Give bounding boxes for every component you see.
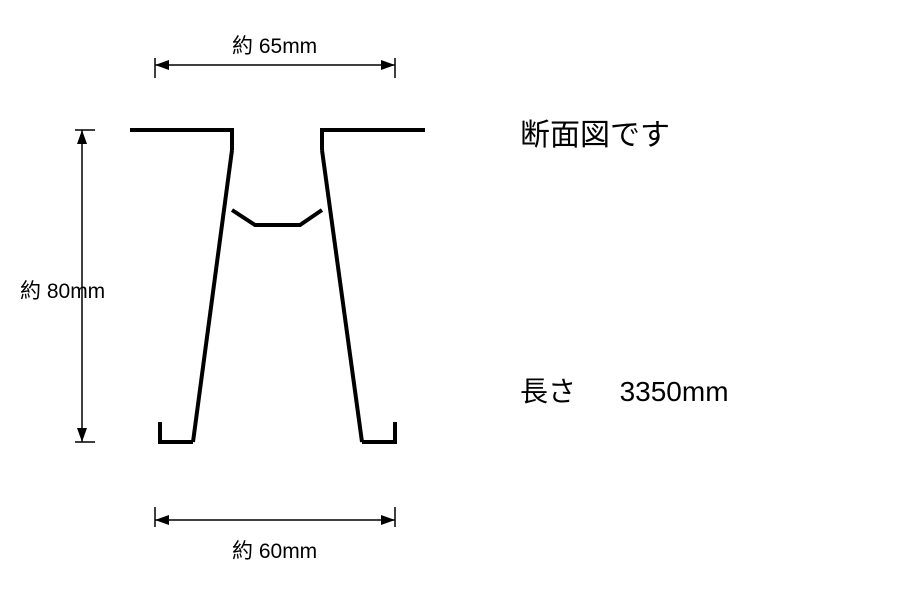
length-prefix: 長さ xyxy=(520,376,576,407)
length-value: 3350mm xyxy=(620,376,729,407)
length-label: 長さ 3350mm xyxy=(520,370,729,410)
diagram-container: 約 65mm 約 60mm 約 80mm 断面図です 長さ 3350mm xyxy=(0,0,900,600)
diagram-title: 断面図です xyxy=(520,110,670,154)
height-label: 約 80mm xyxy=(20,275,105,305)
cross-section-svg xyxy=(0,0,900,600)
bottom-width-label: 約 60mm xyxy=(232,535,317,565)
cross-section-profile xyxy=(130,130,425,442)
top-width-label: 約 65mm xyxy=(232,30,317,60)
